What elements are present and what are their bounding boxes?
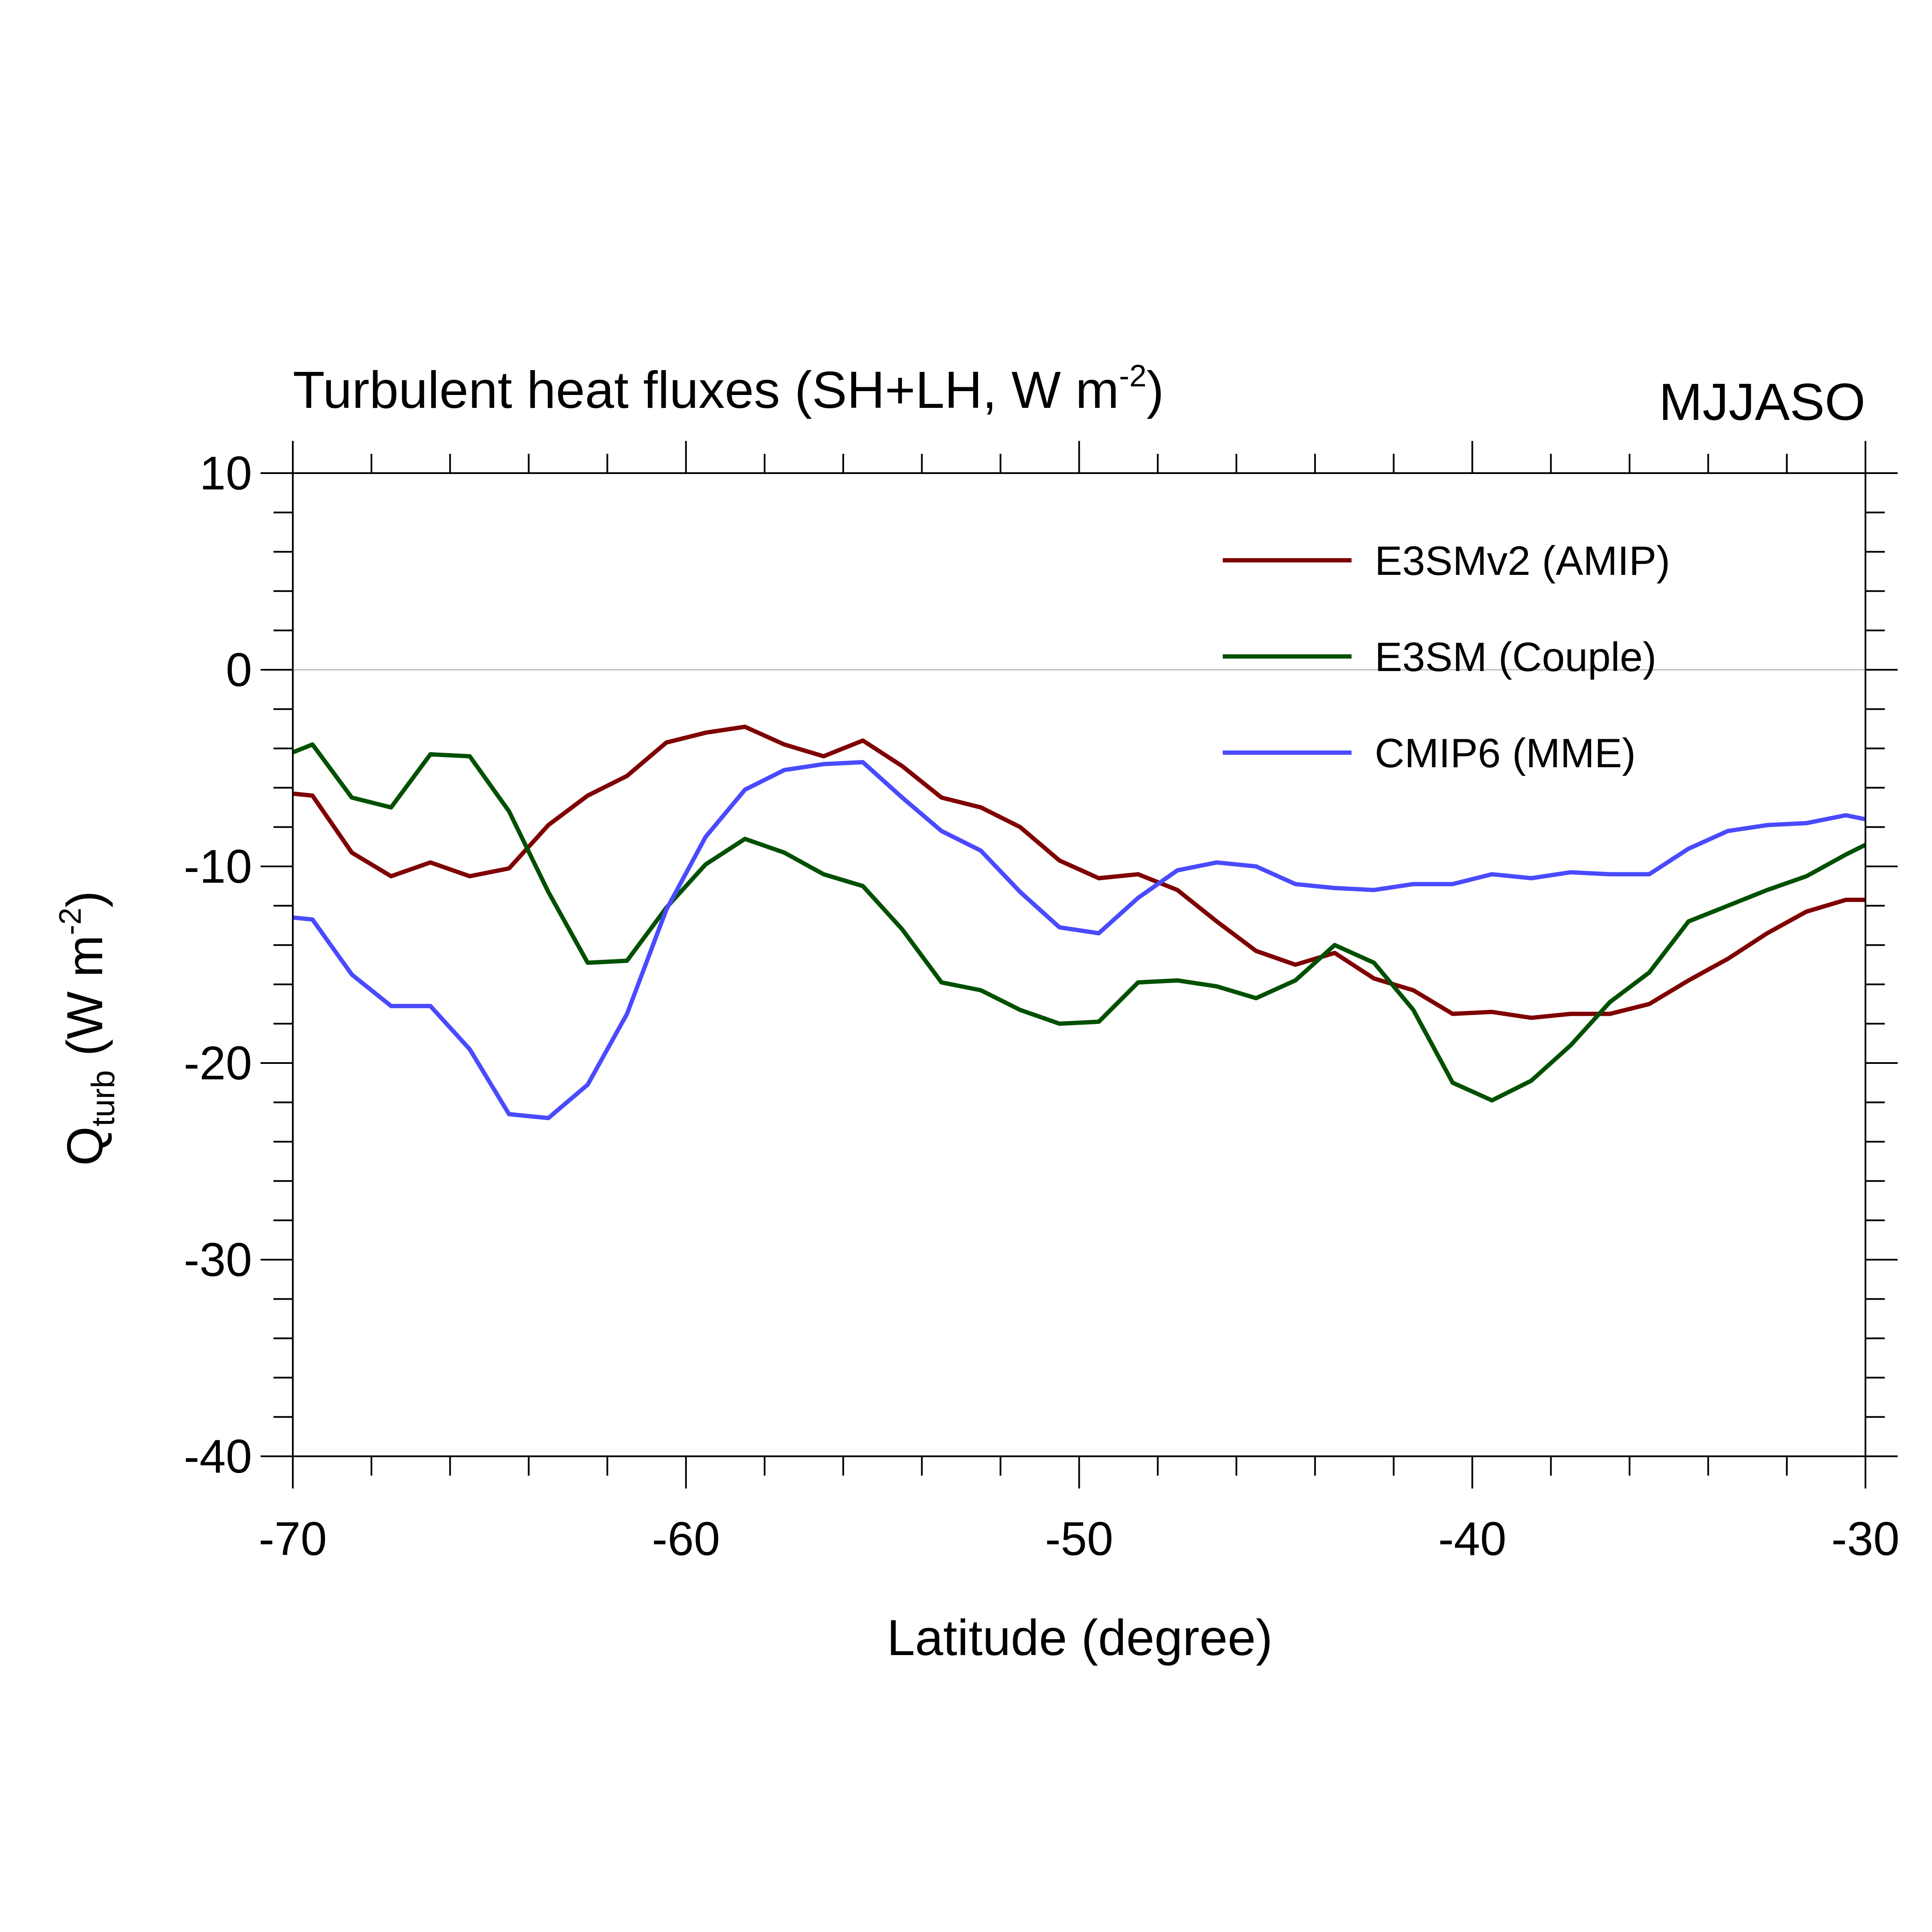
x-tick-label: -30 xyxy=(1832,1513,1900,1565)
series-line-3 xyxy=(292,760,1866,1121)
legend-label-3: CMIP6 (MME) xyxy=(1375,730,1636,776)
legend-label-1: E3SMv2 (AMIP) xyxy=(1375,538,1670,584)
y-tick-label: -40 xyxy=(184,1430,252,1483)
y-tick-label: -20 xyxy=(184,1037,252,1090)
series-line-2 xyxy=(292,742,1867,1103)
y-axis-title: Qturb (W m-2) xyxy=(53,891,122,1166)
y-axis: -40 -30 -20 -10 0 10 xyxy=(184,447,1898,1483)
y-tick-label: -30 xyxy=(184,1233,252,1286)
x-tick-label: -60 xyxy=(652,1513,720,1565)
x-axis-title: Latitude (degree) xyxy=(887,1610,1273,1666)
series-layer xyxy=(292,724,1867,1121)
chart-title: Turbulent heat fluxes (SH+LH, W m-2) xyxy=(293,359,1164,419)
x-tick-label: -70 xyxy=(259,1513,327,1565)
x-axis: -70 -60 -50 -40 -30 xyxy=(259,441,1900,1565)
axes-frame xyxy=(292,472,1866,1457)
y-tick-label: 0 xyxy=(226,644,252,696)
legend-label-2: E3SM (Couple) xyxy=(1375,634,1656,680)
y-tick-label: 10 xyxy=(200,447,252,500)
legend: E3SMv2 (AMIP) E3SM (Couple) CMIP6 (MME) xyxy=(1223,538,1670,776)
x-tick-label: -50 xyxy=(1045,1513,1113,1565)
y-tick-label: -10 xyxy=(184,840,252,893)
x-tick-label: -40 xyxy=(1438,1513,1507,1565)
plot-frame xyxy=(292,472,1866,1457)
series-line-1 xyxy=(292,724,1865,1020)
season-label: MJJASO xyxy=(1659,373,1865,431)
